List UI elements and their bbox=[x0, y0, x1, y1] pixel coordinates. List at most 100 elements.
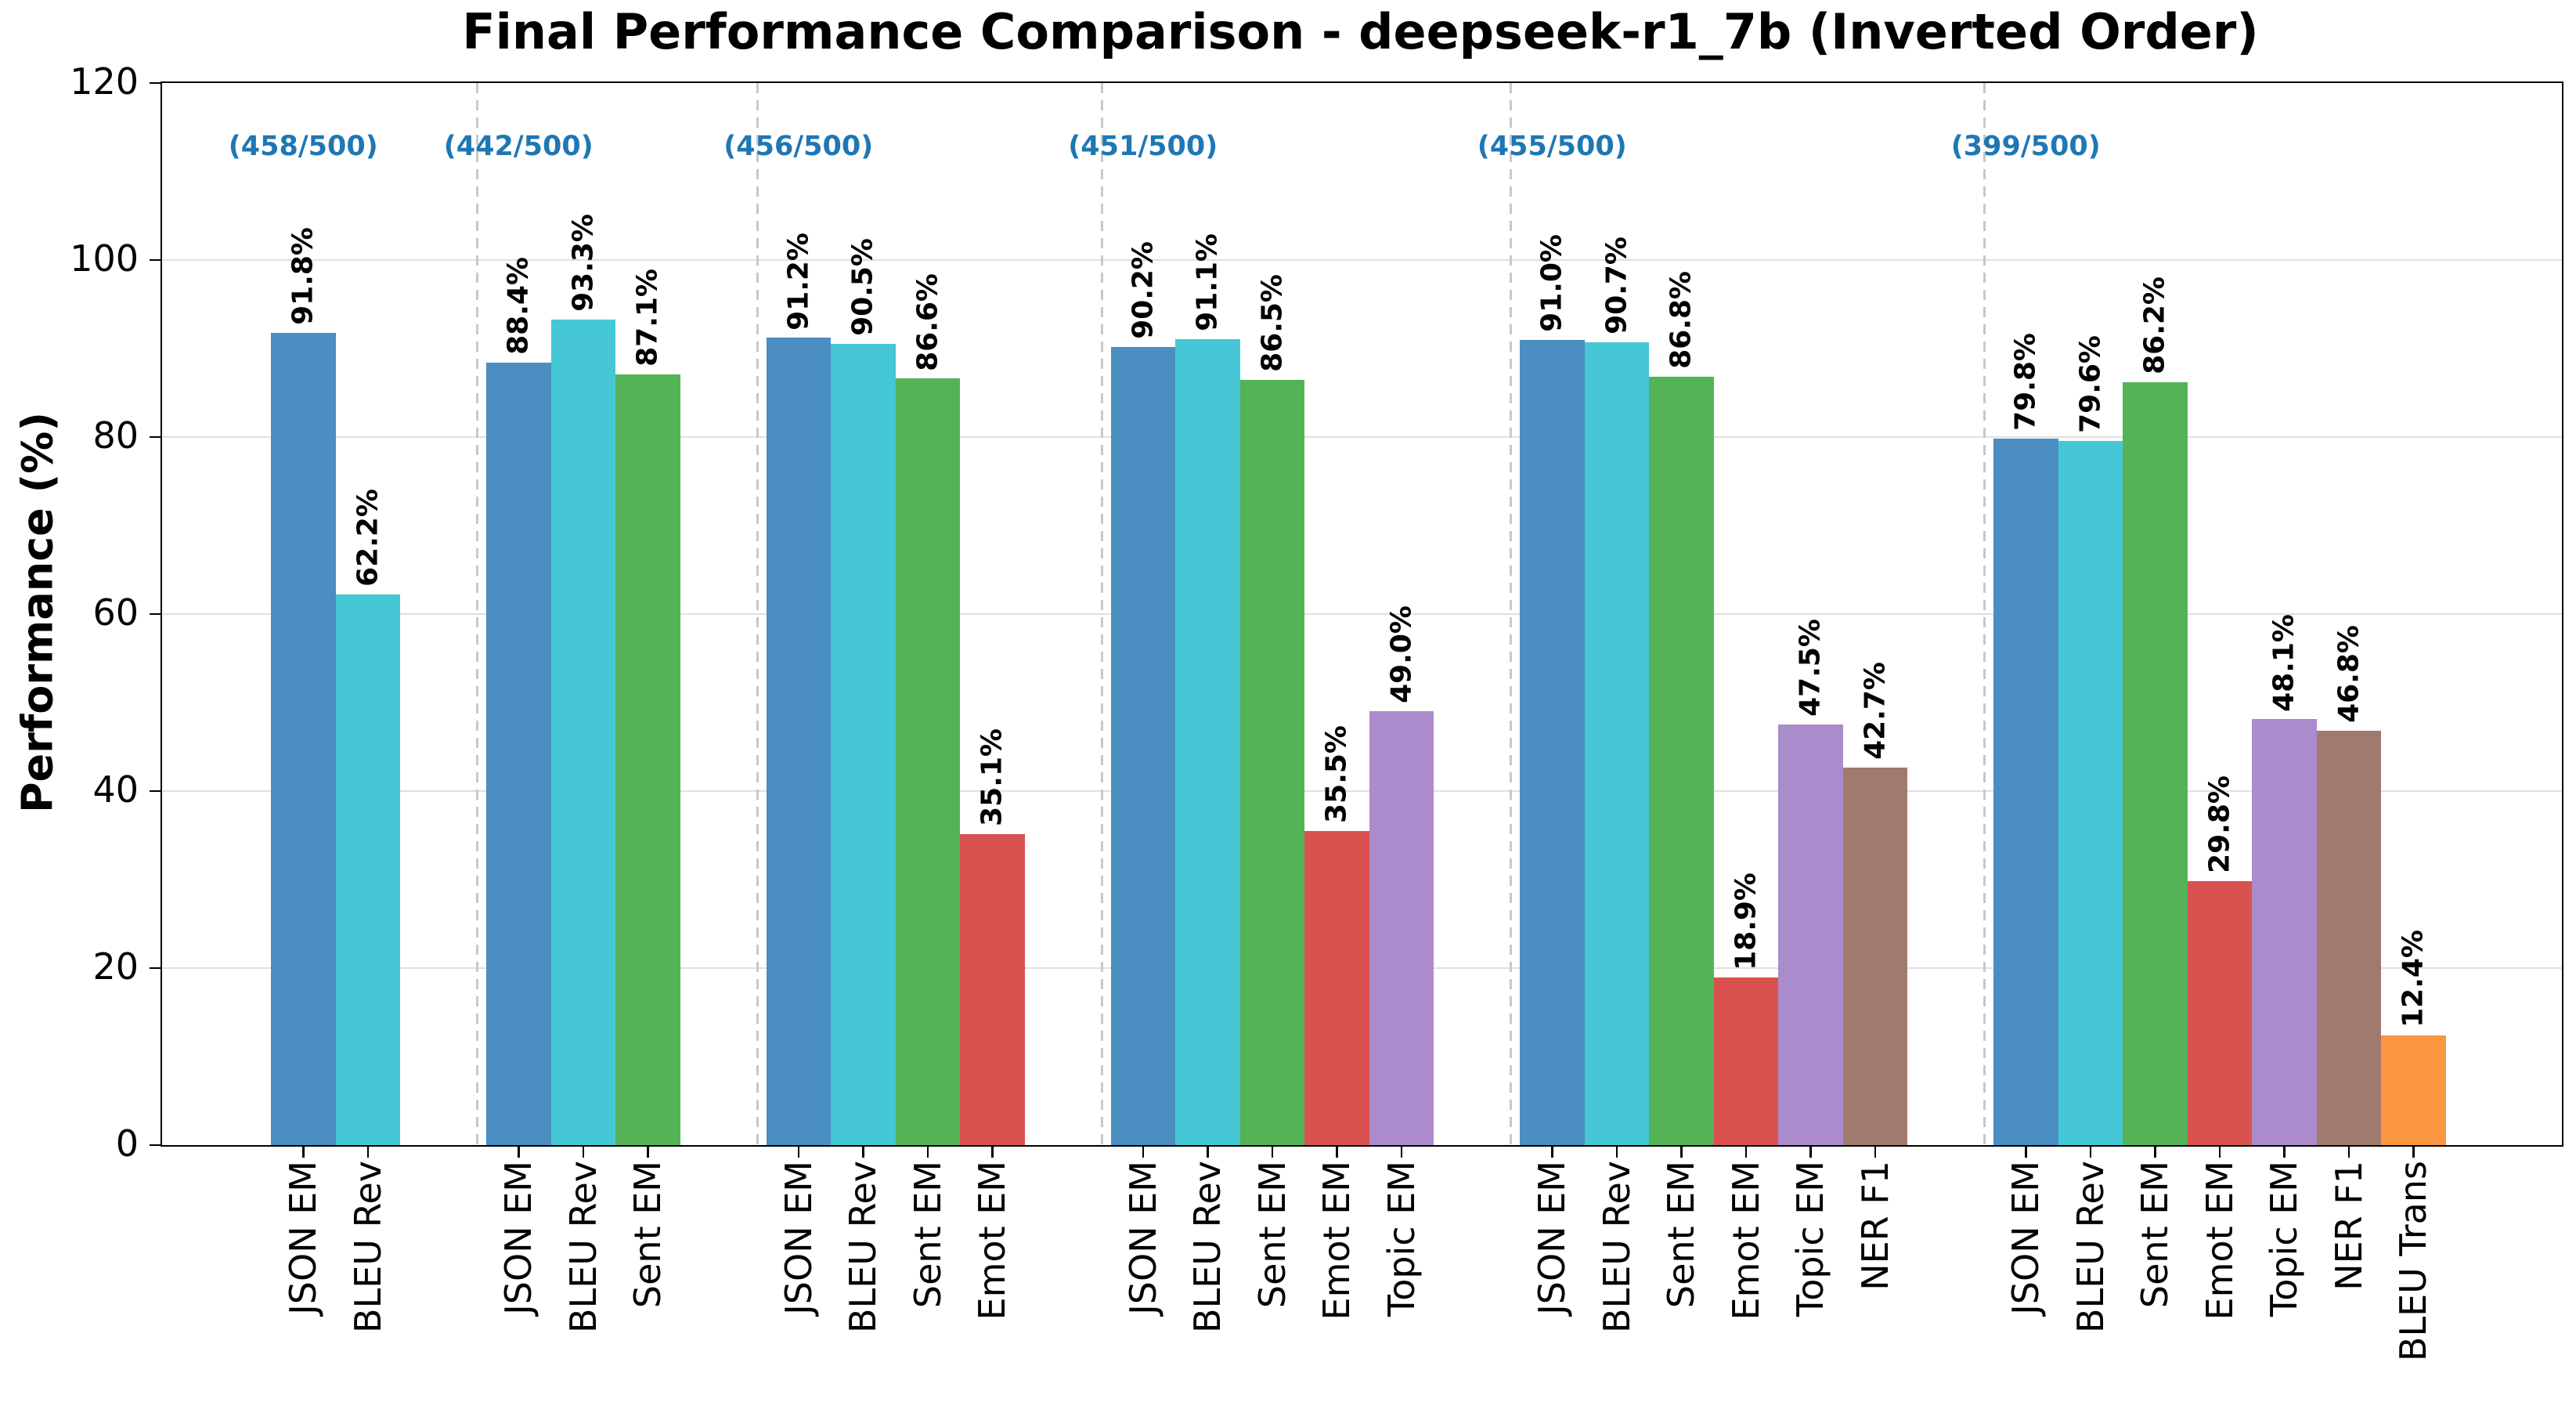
bar-value-label: 12.4% bbox=[2397, 929, 2430, 1028]
x-tick-label: JSON EM bbox=[777, 1161, 820, 1315]
x-tick-mark bbox=[1400, 1147, 1402, 1158]
y-tick-mark bbox=[150, 1144, 161, 1147]
group-separator bbox=[756, 83, 759, 1145]
y-tick-label: 0 bbox=[115, 1122, 139, 1165]
bar-json-em bbox=[486, 363, 551, 1145]
y-tick-label: 20 bbox=[92, 945, 139, 988]
y-tick-mark bbox=[150, 258, 161, 262]
bar-topic-em bbox=[1369, 711, 1434, 1145]
count-annotation: (455/500) bbox=[1477, 131, 1627, 162]
bar-sent-em bbox=[1649, 377, 1714, 1145]
bar-value-label: 62.2% bbox=[352, 489, 384, 587]
x-tick-label: BLEU Rev bbox=[346, 1161, 389, 1333]
bar-value-label: 86.6% bbox=[911, 273, 944, 371]
x-tick-mark bbox=[1744, 1147, 1747, 1158]
bar-value-label: 29.8% bbox=[2203, 775, 2236, 874]
bar-value-label: 86.8% bbox=[1665, 271, 1697, 370]
bar-json-em bbox=[1520, 339, 1585, 1145]
x-tick-label: JSON EM bbox=[282, 1161, 325, 1315]
x-tick-label: Sent EM bbox=[1250, 1161, 1293, 1309]
group-separator bbox=[1510, 83, 1512, 1145]
x-tick-mark bbox=[2412, 1147, 2415, 1158]
count-annotation: (456/500) bbox=[723, 131, 874, 162]
bar-value-label: 91.0% bbox=[1535, 233, 1568, 332]
x-tick-label: BLEU Rev bbox=[2069, 1161, 2112, 1333]
y-tick-label: 120 bbox=[70, 60, 139, 103]
y-tick-mark bbox=[150, 612, 161, 616]
bar-value-label: 18.9% bbox=[1730, 872, 1762, 970]
x-tick-mark bbox=[2347, 1147, 2350, 1158]
bar-sent-em bbox=[895, 378, 960, 1145]
y-tick-label: 60 bbox=[92, 591, 139, 634]
group-separator bbox=[1100, 83, 1103, 1145]
y-tick-label: 100 bbox=[70, 237, 139, 280]
x-tick-label: Sent EM bbox=[2134, 1161, 2177, 1309]
x-tick-label: Topic EM bbox=[1380, 1161, 1423, 1317]
y-tick-label: 80 bbox=[92, 414, 139, 457]
bar-value-label: 35.1% bbox=[976, 728, 1008, 827]
bar-sent-em bbox=[615, 374, 680, 1145]
bar-value-label: 79.6% bbox=[2074, 334, 2107, 433]
bar-value-label: 42.7% bbox=[1859, 661, 1892, 760]
bar-value-label: 91.2% bbox=[782, 232, 815, 331]
x-tick-mark bbox=[2218, 1147, 2221, 1158]
gridline bbox=[162, 613, 2562, 615]
bar-ner-f1 bbox=[2316, 731, 2381, 1145]
x-tick-label: Topic EM bbox=[1789, 1161, 1832, 1317]
x-tick-mark bbox=[518, 1147, 520, 1158]
y-tick-mark bbox=[150, 81, 161, 85]
x-tick-label: Sent EM bbox=[906, 1161, 949, 1309]
bar-json-em bbox=[1993, 439, 2058, 1145]
group-separator bbox=[476, 83, 478, 1145]
x-tick-label: Topic EM bbox=[2263, 1161, 2306, 1317]
gridline bbox=[162, 436, 2562, 438]
count-annotation: (442/500) bbox=[443, 131, 593, 162]
bar-value-label: 86.2% bbox=[2138, 276, 2171, 374]
x-tick-mark bbox=[1809, 1147, 1812, 1158]
x-tick-mark bbox=[366, 1147, 369, 1158]
y-tick-label: 40 bbox=[92, 768, 139, 811]
x-tick-mark bbox=[2025, 1147, 2027, 1158]
x-tick-mark bbox=[2089, 1147, 2091, 1158]
x-tick-label: Emot EM bbox=[1724, 1161, 1767, 1321]
x-tick-mark bbox=[2283, 1147, 2286, 1158]
bar-value-label: 91.1% bbox=[1191, 233, 1224, 331]
bar-emot-em bbox=[960, 834, 1025, 1145]
x-tick-label: JSON EM bbox=[2004, 1161, 2047, 1315]
bar-value-label: 48.1% bbox=[2268, 613, 2300, 712]
x-tick-mark bbox=[1874, 1147, 1876, 1158]
bar-value-label: 87.1% bbox=[631, 268, 664, 367]
x-tick-mark bbox=[582, 1147, 584, 1158]
bar-bleu-trans bbox=[2381, 1035, 2446, 1145]
x-tick-mark bbox=[302, 1147, 305, 1158]
x-tick-mark bbox=[1680, 1147, 1683, 1158]
bar-value-label: 91.8% bbox=[287, 226, 319, 325]
x-tick-label: Emot EM bbox=[971, 1161, 1014, 1321]
x-tick-label: JSON EM bbox=[1531, 1161, 1574, 1315]
bar-emot-em bbox=[1304, 830, 1369, 1145]
count-annotation: (399/500) bbox=[1950, 131, 2101, 162]
x-tick-mark bbox=[991, 1147, 994, 1158]
bar-bleu-rev bbox=[1175, 338, 1240, 1145]
count-annotation: (451/500) bbox=[1068, 131, 1218, 162]
bar-bleu-rev bbox=[550, 319, 615, 1145]
bar-sent-em bbox=[1239, 379, 1304, 1145]
chart-title: Final Performance Comparison - deepseek-… bbox=[462, 3, 2259, 60]
x-tick-mark bbox=[1551, 1147, 1553, 1158]
bar-json-em bbox=[766, 338, 831, 1145]
x-tick-label: BLEU Rev bbox=[1595, 1161, 1638, 1333]
bar-topic-em bbox=[2252, 719, 2317, 1145]
x-tick-label: BLEU Rev bbox=[561, 1161, 604, 1333]
x-tick-mark bbox=[1336, 1147, 1338, 1158]
bar-emot-em bbox=[2187, 881, 2252, 1145]
bar-sent-em bbox=[2123, 381, 2188, 1145]
bar-bleu-rev bbox=[1584, 342, 1649, 1145]
x-tick-label: Sent EM bbox=[1660, 1161, 1703, 1309]
x-tick-label: JSON EM bbox=[1121, 1161, 1164, 1315]
bar-value-label: 86.5% bbox=[1256, 273, 1289, 372]
bar-json-em bbox=[271, 332, 336, 1145]
x-tick-label: BLEU Rev bbox=[1186, 1161, 1229, 1333]
x-tick-label: Sent EM bbox=[626, 1161, 669, 1309]
count-annotation: (458/500) bbox=[228, 131, 378, 162]
